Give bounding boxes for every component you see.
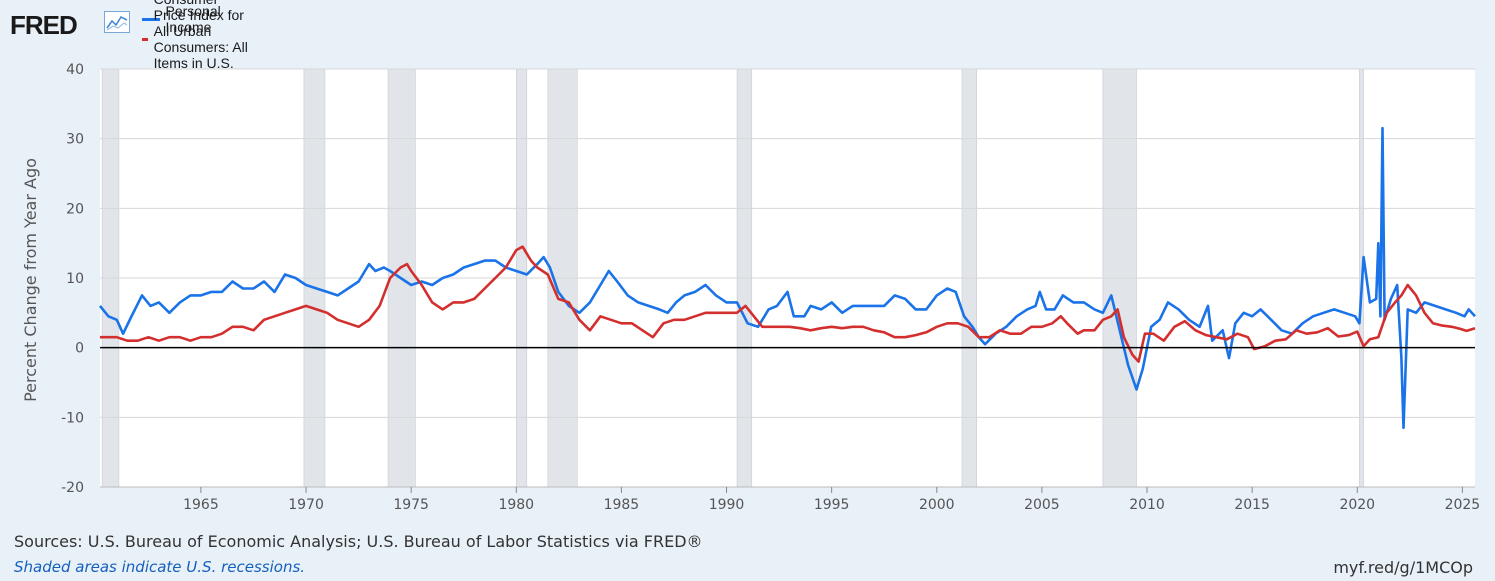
x-tick-label: 1965 bbox=[183, 497, 219, 513]
legend-swatch bbox=[142, 37, 148, 41]
fred-logo[interactable]: FRED bbox=[10, 10, 78, 40]
x-tick-label: 2020 bbox=[1339, 497, 1375, 513]
y-tick-label: 0 bbox=[75, 341, 84, 357]
y-tick-label: 20 bbox=[66, 201, 84, 217]
x-tick-label: 1970 bbox=[288, 497, 324, 513]
x-tick-label: 1995 bbox=[814, 497, 850, 513]
series-line-cpi[interactable] bbox=[100, 245, 1476, 363]
x-tick-label: 2015 bbox=[1234, 497, 1270, 513]
x-tick-label: 1975 bbox=[393, 497, 429, 513]
y-tick-label: -10 bbox=[61, 410, 84, 426]
line-chart-icon[interactable] bbox=[104, 11, 130, 33]
legend-swatch bbox=[142, 17, 160, 21]
y-tick-label: 30 bbox=[66, 132, 84, 148]
x-tick-label: 1985 bbox=[604, 497, 640, 513]
y-tick-label: 10 bbox=[66, 271, 84, 287]
recession-note: Shaded areas indicate U.S. recessions. bbox=[14, 558, 306, 576]
x-tick-label: 2025 bbox=[1445, 497, 1481, 513]
x-tick-label: 2000 bbox=[919, 497, 955, 513]
x-tick-label: 2010 bbox=[1129, 497, 1165, 513]
y-tick-label: 40 bbox=[66, 62, 84, 78]
x-tick-label: 1990 bbox=[709, 497, 745, 513]
legend-item-personal-income[interactable]: Personal Income bbox=[142, 3, 231, 35]
y-axis-title: Percent Change from Year Ago bbox=[21, 158, 40, 402]
y-tick-label: -20 bbox=[61, 480, 84, 496]
sources-text: Sources: U.S. Bureau of Economic Analysi… bbox=[14, 532, 703, 551]
short-url-link[interactable]: myf.red/g/1MCOp bbox=[1333, 558, 1473, 577]
legend-label: Personal Income bbox=[165, 3, 221, 35]
x-tick-label: 1980 bbox=[498, 497, 534, 513]
x-tick-label: 2005 bbox=[1024, 497, 1060, 513]
series-line-personal-income[interactable] bbox=[98, 126, 1476, 430]
